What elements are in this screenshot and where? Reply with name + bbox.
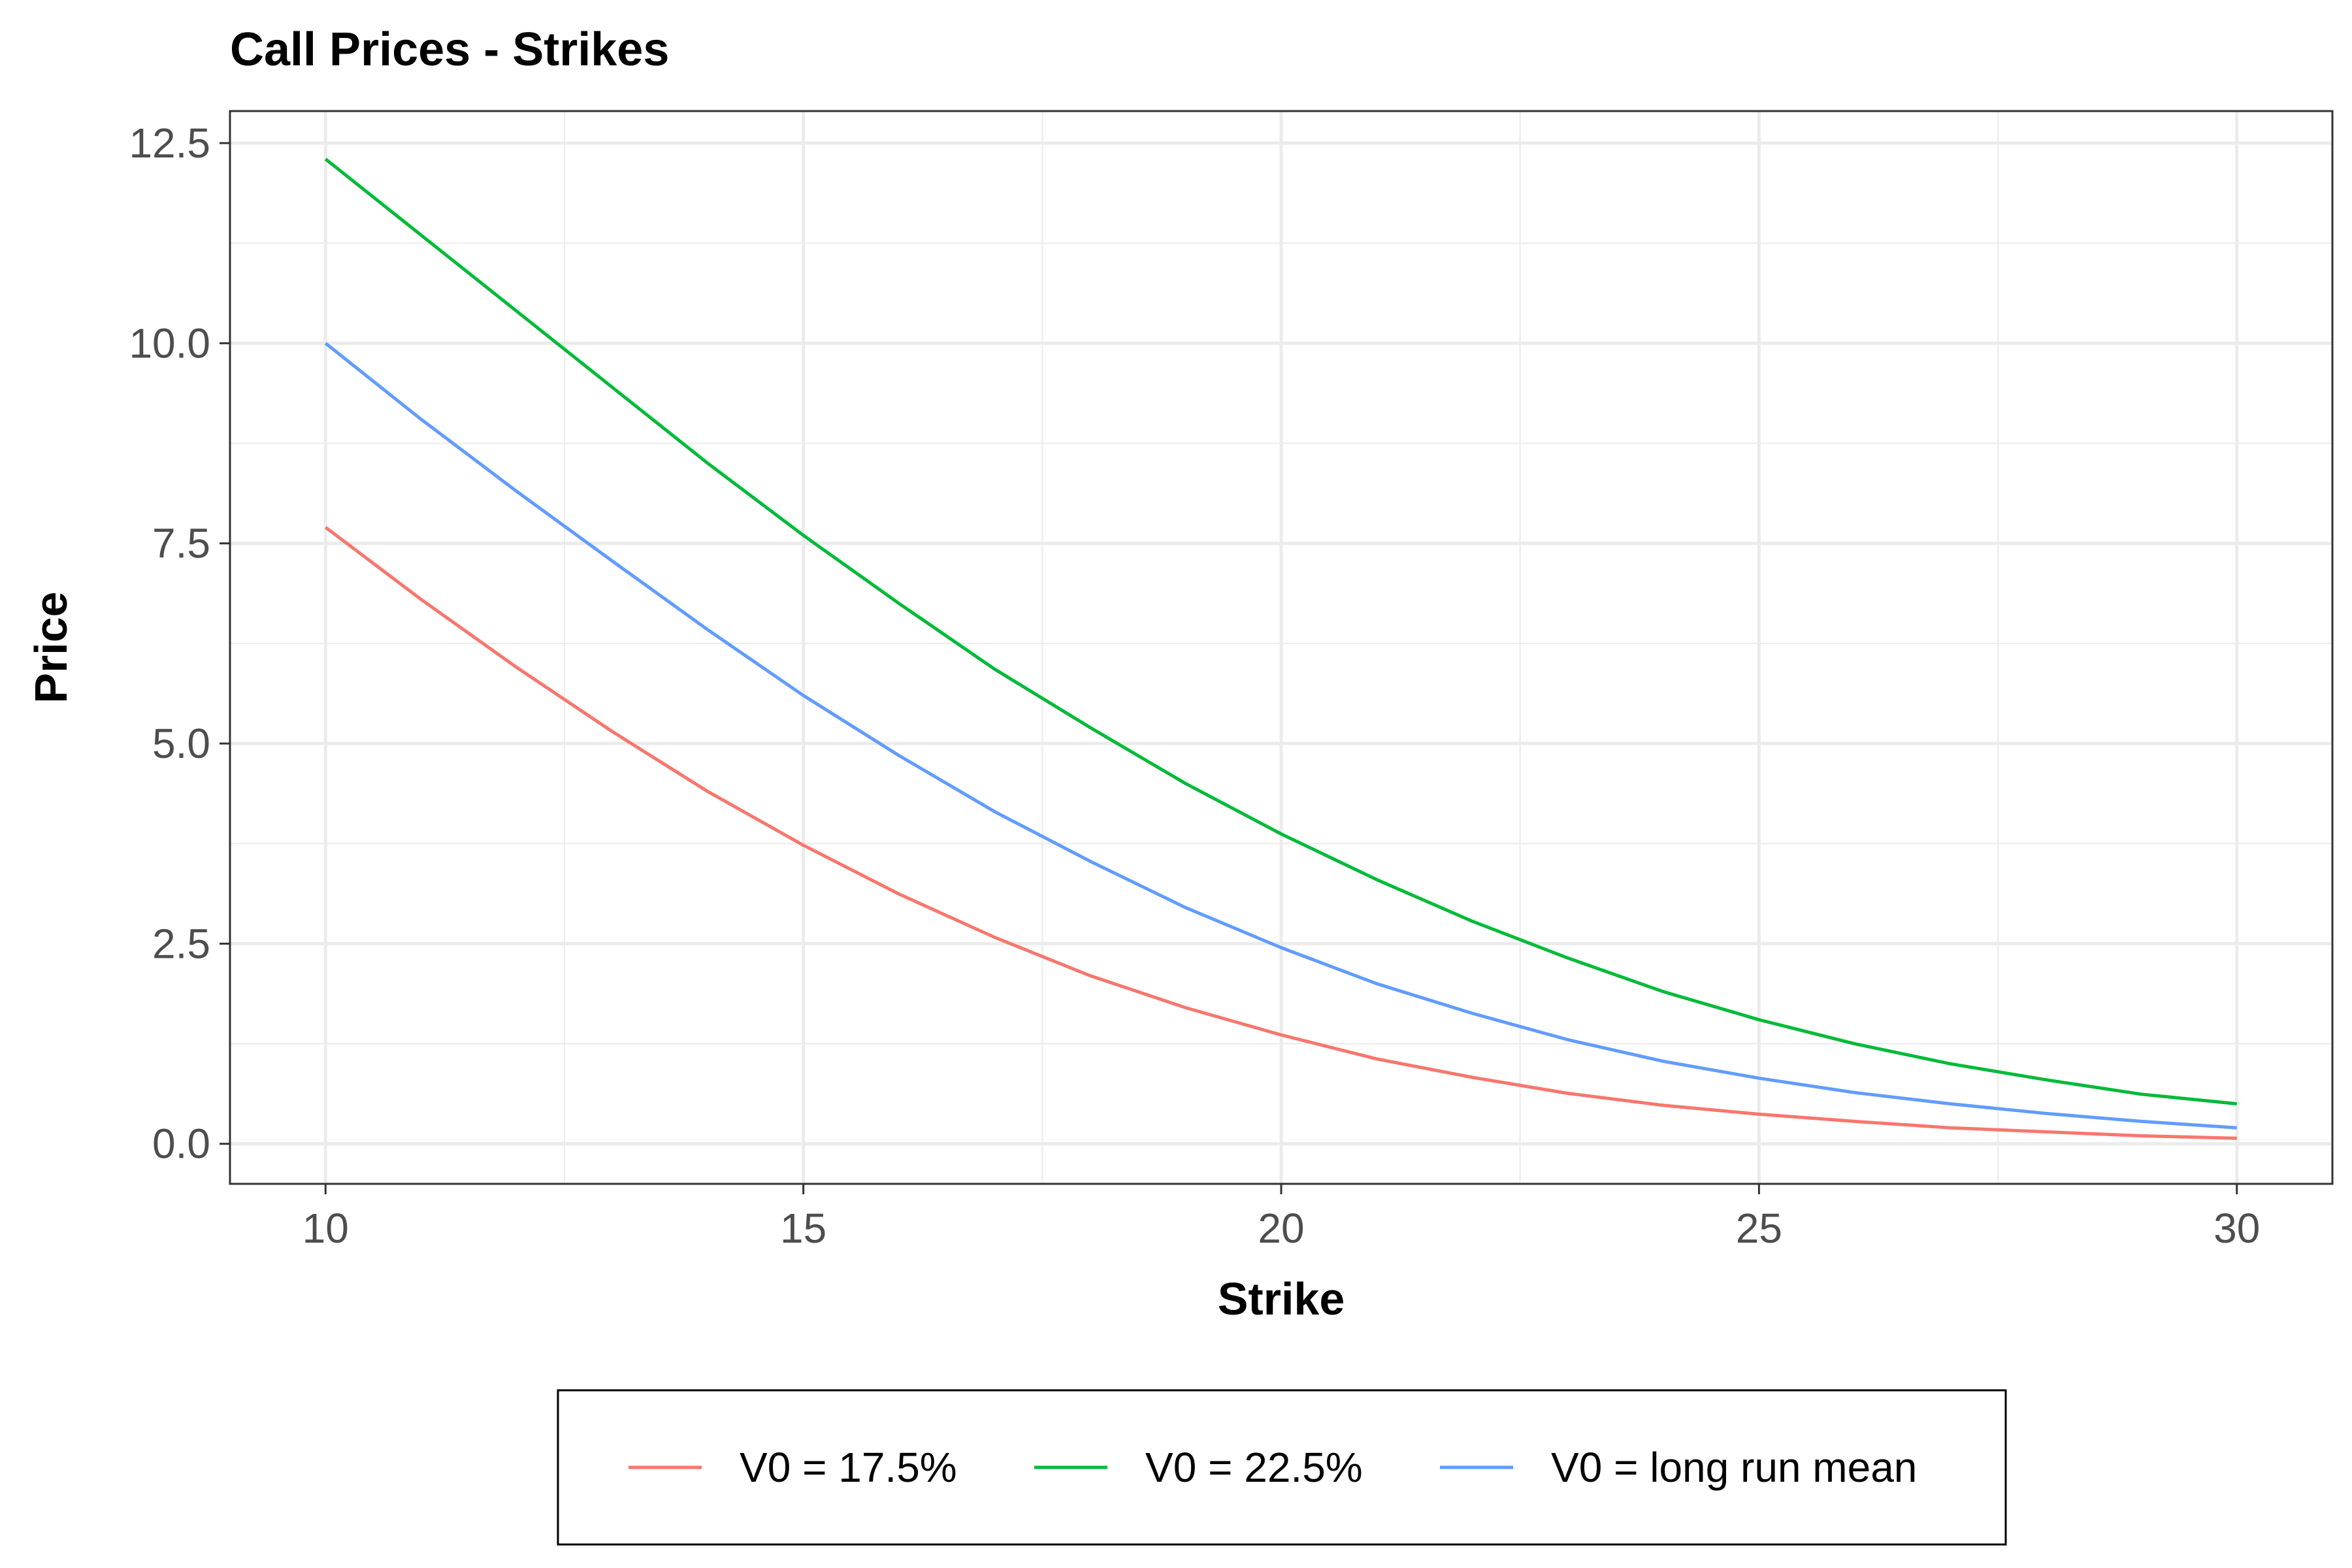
legend-label-1: V0 = 17.5%	[740, 1444, 957, 1491]
legend-label-3: V0 = long run mean	[1551, 1444, 1917, 1491]
series-line-2	[324, 157, 2237, 1105]
chart-title: Call Prices - Strikes	[230, 24, 669, 76]
x-axis-title: Strike	[1218, 1273, 1345, 1324]
x-tick-label: 20	[1258, 1205, 1304, 1252]
y-tick-label: 10.0	[129, 319, 210, 367]
series-line-3	[324, 342, 2237, 1130]
x-tick-label: 30	[2213, 1205, 2260, 1252]
x-tick-label: 10	[302, 1205, 349, 1252]
grid-major	[230, 111, 2332, 1184]
x-tick-label: 15	[780, 1205, 826, 1252]
y-tick-label: 0.0	[152, 1120, 210, 1168]
y-axis-title: Price	[25, 591, 76, 703]
legend-label-2: V0 = 22.5%	[1145, 1444, 1363, 1491]
y-axis-ticks: 0.0 2.5 5.0 7.5 10.0 12.5	[129, 120, 230, 1168]
y-tick-label: 5.0	[152, 720, 210, 767]
legend-box	[557, 1389, 2007, 1546]
series-layer	[324, 157, 2237, 1140]
x-axis-ticks: 10 15 20 25 30	[302, 1184, 2260, 1252]
x-tick-label: 25	[1736, 1205, 1782, 1252]
y-tick-label: 12.5	[129, 120, 210, 167]
y-tick-label: 7.5	[152, 520, 210, 567]
series-line-1	[324, 526, 2237, 1140]
y-tick-label: 2.5	[152, 920, 210, 967]
legend: V0 = 17.5% V0 = 22.5% V0 = long run mean	[629, 1444, 1917, 1491]
